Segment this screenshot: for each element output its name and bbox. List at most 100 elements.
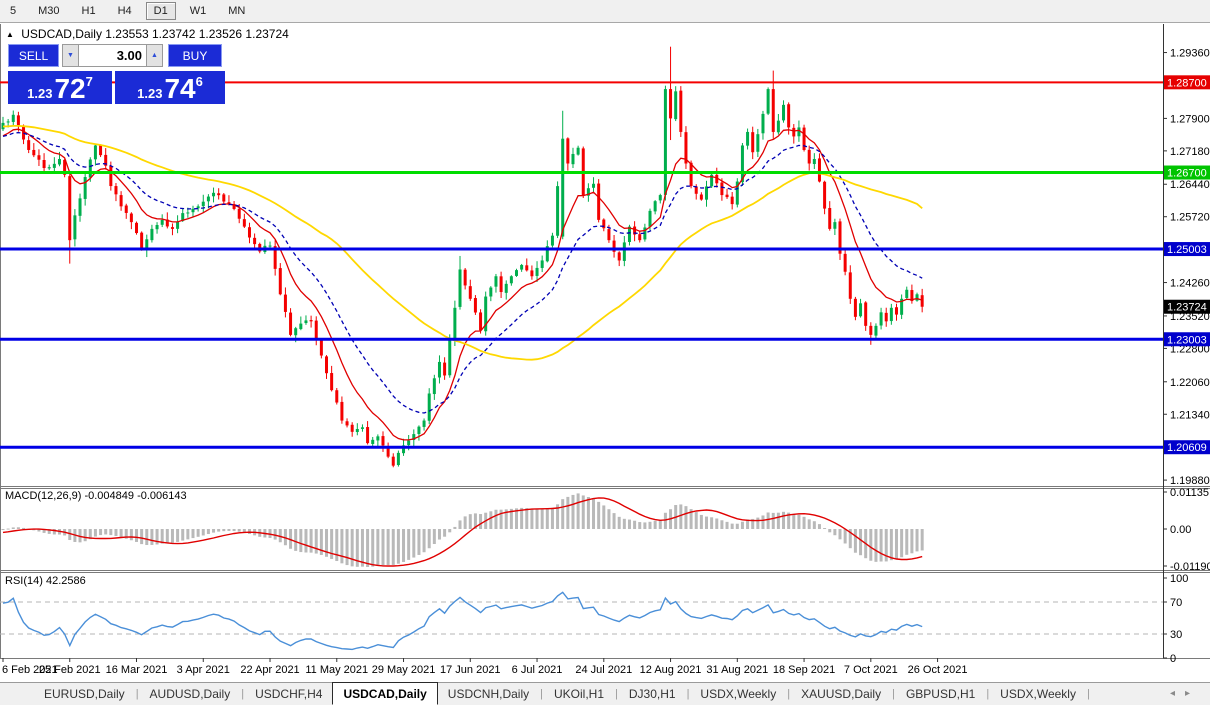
- svg-text:1.26700: 1.26700: [1167, 168, 1207, 180]
- timeframe-button-MN[interactable]: MN: [228, 5, 246, 17]
- volume-decrease-button[interactable]: ▼: [62, 44, 79, 67]
- svg-text:1.20609: 1.20609: [1167, 442, 1207, 454]
- svg-text:25 Feb 2021: 25 Feb 2021: [39, 664, 101, 676]
- rsi-indicator-label: RSI(14) 42.2586: [5, 575, 86, 587]
- svg-text:26 Oct 2021: 26 Oct 2021: [908, 664, 968, 676]
- timeframe-button-5[interactable]: 5: [10, 5, 17, 17]
- timeframe-button-W1[interactable]: W1: [189, 5, 207, 17]
- svg-text:1.28700: 1.28700: [1167, 77, 1207, 89]
- tab-separator: |: [1086, 688, 1090, 700]
- timeframe-button-M30[interactable]: M30: [38, 5, 60, 17]
- buy-price-pips: 74: [164, 73, 196, 104]
- tab-separator: |: [686, 688, 690, 700]
- macd-signal-line: [2, 497, 923, 567]
- tab-DJ30-H1[interactable]: DJ30,H1: [628, 687, 676, 701]
- tab-USDCHF-H4[interactable]: USDCHF,H4: [255, 687, 323, 701]
- svg-text:1.22060: 1.22060: [1170, 377, 1210, 389]
- volume-increase-button[interactable]: ▲: [146, 44, 163, 67]
- ma-slow-line: [2, 125, 923, 361]
- symbol-timeframe-label: USDCAD,Daily: [21, 27, 102, 41]
- sell-price-pips: 72: [54, 73, 86, 104]
- tab-XAUUSD-Daily[interactable]: XAUUSD,Daily: [801, 687, 882, 701]
- tab-separator: |: [615, 688, 618, 700]
- pane-frames: [0, 24, 1210, 659]
- ohlc-values: 1.23553 1.23742 1.23526 1.23724: [105, 27, 289, 41]
- timeframe-button-H4[interactable]: H4: [117, 5, 132, 17]
- tab-separator: |: [135, 688, 139, 700]
- timeframe-toolbar: 5 M30 H1 H4 D1 W1 MN: [0, 0, 1210, 23]
- price-chart-canvas[interactable]: 1.29360 1.27900 1.27180 1.26440 1.25720 1.242…: [0, 24, 1210, 682]
- svg-text:0: 0: [1170, 653, 1176, 665]
- collapse-panel-icon[interactable]: ▲: [6, 30, 14, 39]
- chart-window: 1.29360 1.27900 1.27180 1.26440 1.25720 1.242…: [0, 24, 1210, 682]
- buy-price-point: 6: [195, 74, 203, 89]
- level-price-badge: 1.26700: [1164, 165, 1210, 180]
- chart-symbol-title: ▲ USDCAD,Daily 1.23553 1.23742 1.23526 1…: [6, 27, 289, 41]
- sell-price-point: 7: [85, 74, 93, 89]
- tab-USDCAD-Daily[interactable]: USDCAD,Daily: [332, 682, 438, 705]
- price-axis: 1.29360 1.27900 1.27180 1.26440 1.25720 1.242…: [1163, 48, 1210, 487]
- tab-separator: |: [540, 688, 543, 700]
- svg-text:1.21340: 1.21340: [1170, 409, 1210, 421]
- svg-text:0.00: 0.00: [1170, 524, 1191, 536]
- svg-text:1.26440: 1.26440: [1170, 179, 1210, 191]
- tab-GBPUSD-H1[interactable]: GBPUSD,H1: [905, 687, 976, 701]
- svg-text:17 Jun 2021: 17 Jun 2021: [440, 664, 501, 676]
- sell-price-display[interactable]: 1.23 72 7: [8, 71, 112, 104]
- svg-text:1.22800: 1.22800: [1170, 343, 1210, 355]
- svg-text:12 Aug 2021: 12 Aug 2021: [640, 664, 702, 676]
- level-price-badge: 1.28700: [1164, 75, 1210, 90]
- current-price-badge: 1.23724: [1164, 299, 1210, 314]
- level-price-badge: 1.23003: [1164, 332, 1210, 347]
- tab-separator: |: [787, 688, 791, 700]
- tab-AUDUSD-Daily[interactable]: AUDUSD,Daily: [149, 687, 231, 701]
- svg-text:0.01135: 0.01135: [1170, 487, 1209, 499]
- tab-EURUSD-Daily[interactable]: EURUSD,Daily: [44, 687, 125, 701]
- timeframe-button-H1[interactable]: H1: [81, 5, 96, 17]
- volume-input[interactable]: [79, 44, 146, 67]
- level-price-badge: 1.20609: [1164, 440, 1210, 455]
- svg-text:1.25720: 1.25720: [1170, 212, 1210, 224]
- svg-text:6 Feb 2021: 6 Feb 2021: [2, 664, 58, 676]
- svg-text:1.23724: 1.23724: [1167, 302, 1207, 314]
- buy-button[interactable]: BUY: [168, 44, 222, 67]
- tab-scroll-right-icon: ▸: [1184, 688, 1200, 699]
- svg-text:1.23520: 1.23520: [1170, 311, 1210, 323]
- timeframe-button-D1[interactable]: D1: [145, 2, 176, 20]
- tab-USDCNH-Daily[interactable]: USDCNH,Daily: [447, 687, 530, 701]
- tab-separator: |: [892, 688, 895, 700]
- svg-text:1.27180: 1.27180: [1170, 146, 1210, 158]
- svg-text:18 Sep 2021: 18 Sep 2021: [773, 664, 835, 676]
- ma-mid-line: [2, 131, 923, 414]
- tab-separator: |: [241, 688, 245, 700]
- tab-USDX-Weekly[interactable]: USDX,Weekly: [700, 687, 777, 701]
- horizontal-level-lines: [0, 81, 1163, 449]
- tab-scroll-left-icon: ◂: [1169, 688, 1185, 699]
- rsi-line: [2, 591, 923, 651]
- svg-text:24 Jul 2021: 24 Jul 2021: [575, 664, 632, 676]
- tab-scroll-arrows[interactable]: ◂▸: [1170, 688, 1200, 699]
- sell-button[interactable]: SELL: [8, 44, 59, 67]
- svg-text:1.27900: 1.27900: [1170, 113, 1210, 125]
- rsi-axis: 100 70 30 0: [1163, 573, 1188, 665]
- tab-UKOil-H1[interactable]: UKOil,H1: [554, 687, 605, 701]
- svg-text:1.19880: 1.19880: [1170, 475, 1210, 487]
- svg-text:29 May 2021: 29 May 2021: [372, 664, 436, 676]
- rsi-level-lines: [0, 601, 1163, 635]
- macd-histogram: [1, 493, 924, 567]
- svg-text:1.23003: 1.23003: [1167, 334, 1207, 346]
- svg-text:100: 100: [1170, 573, 1188, 585]
- ma-fast-line: [2, 128, 923, 441]
- tab-USDX-Weekly[interactable]: USDX,Weekly: [1000, 687, 1076, 701]
- svg-text:31 Aug 2021: 31 Aug 2021: [706, 664, 768, 676]
- macd-indicator-label: MACD(12,26,9) -0.004849 -0.006143: [5, 490, 187, 502]
- svg-text:7 Oct 2021: 7 Oct 2021: [844, 664, 898, 676]
- buy-price-base: 1.23: [137, 86, 163, 101]
- svg-text:22 Apr 2021: 22 Apr 2021: [240, 664, 299, 676]
- svg-text:-0.011904: -0.011904: [1170, 561, 1210, 573]
- buy-price-display[interactable]: 1.23 74 6: [115, 71, 225, 104]
- svg-text:70: 70: [1170, 597, 1182, 609]
- svg-text:30: 30: [1170, 629, 1182, 641]
